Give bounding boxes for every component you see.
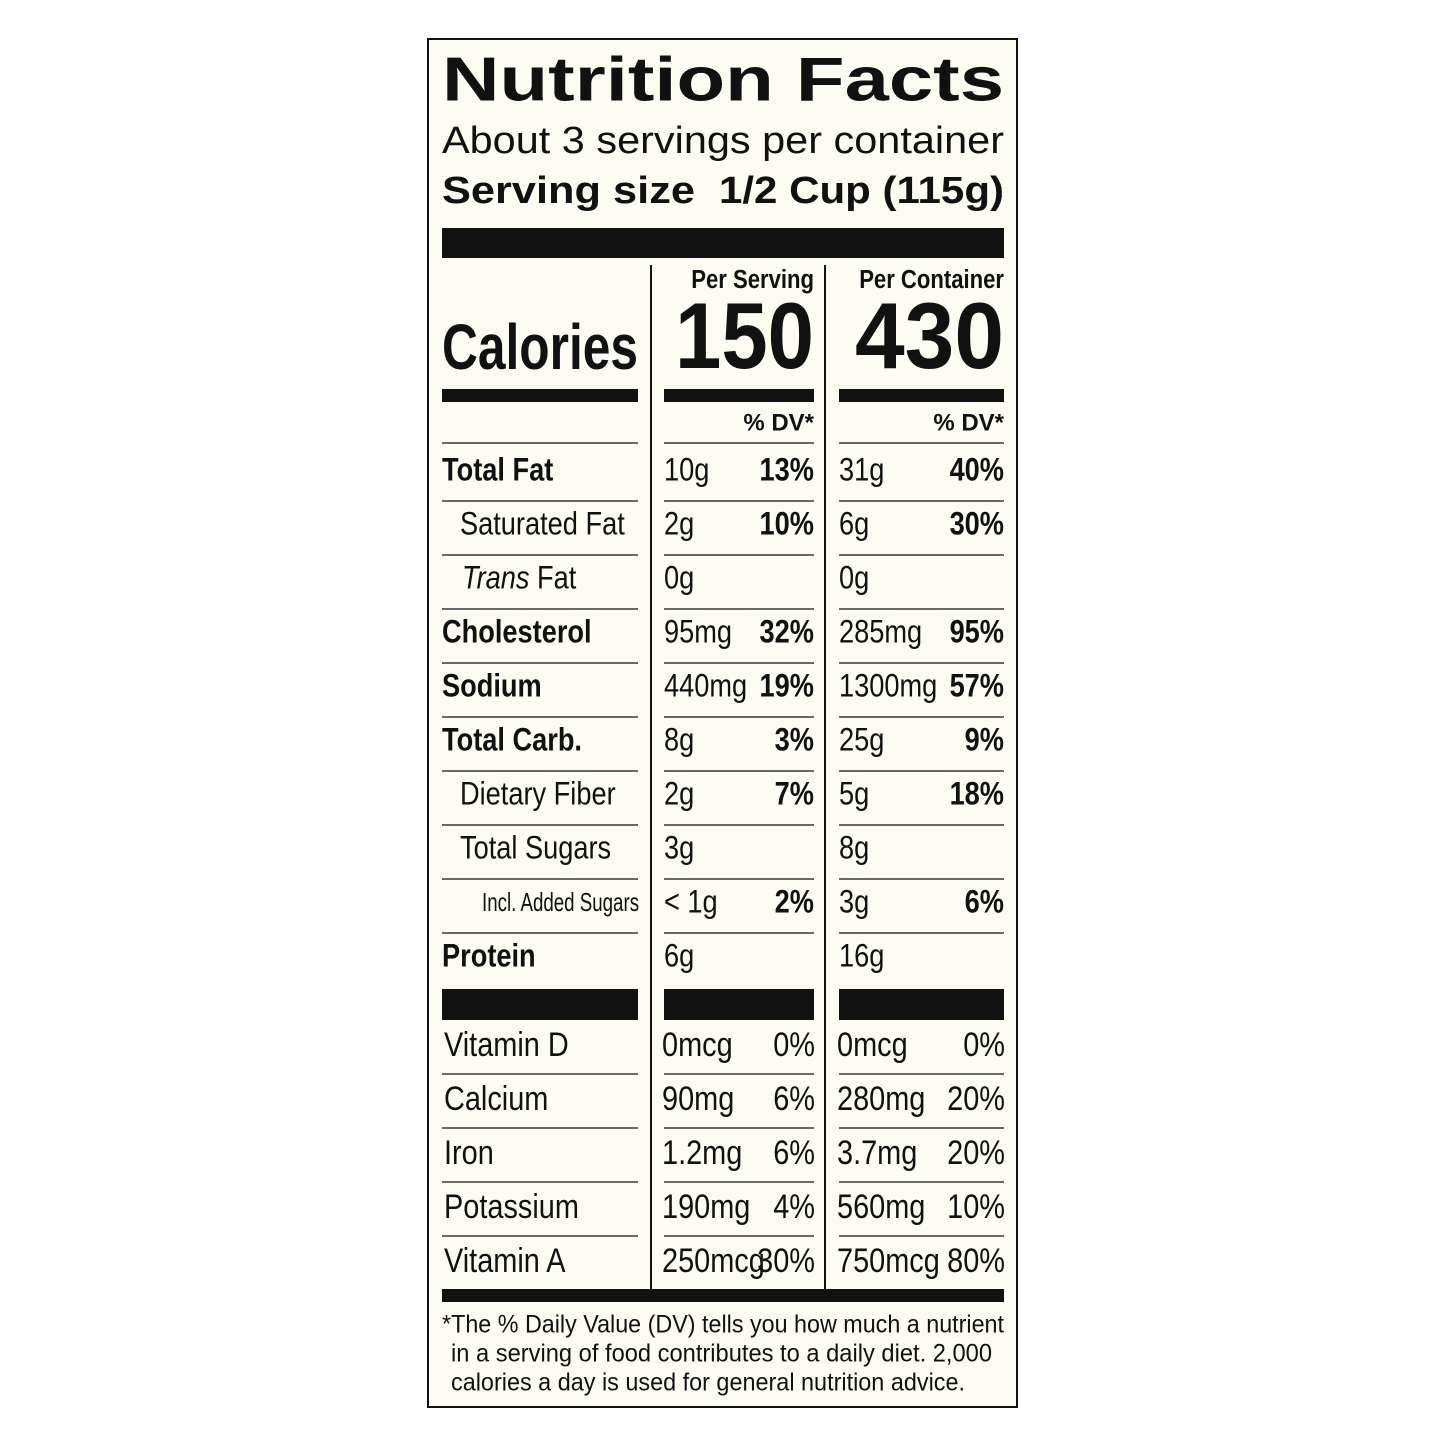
amount: 0mcg (837, 1025, 908, 1064)
bar (442, 989, 638, 1020)
nutrient-label: Total Fat (442, 452, 553, 488)
daily-value: 30% (757, 1241, 815, 1280)
bar (442, 389, 638, 402)
amount: 0mcg (662, 1025, 733, 1064)
servings: About 3 servings per container (442, 120, 1004, 162)
footnote: calories a day is used for general nutri… (451, 1369, 965, 1397)
daily-value: 7% (775, 776, 814, 812)
amount: 6g (839, 506, 869, 542)
nutrient-label: Protein (442, 938, 536, 974)
daily-value: 19% (760, 668, 814, 704)
daily-value: 10% (947, 1187, 1005, 1226)
amount: 560mg (837, 1187, 925, 1226)
daily-value: 18% (950, 776, 1004, 812)
daily-value: 20% (947, 1079, 1005, 1118)
vitamin-label: Potassium (444, 1187, 579, 1226)
bar (442, 1289, 1004, 1302)
nutrient-label: Saturated Fat (460, 506, 625, 542)
amount: 8g (839, 830, 869, 866)
bar (664, 389, 814, 402)
dv-header: % DV* (933, 409, 1004, 436)
daily-value: 30% (950, 506, 1004, 542)
amount: 3g (839, 884, 869, 920)
amount: 8g (664, 722, 694, 758)
nutrient-label: Total Sugars (460, 830, 611, 866)
daily-value: 57% (950, 668, 1004, 704)
amount: 5g (839, 776, 869, 812)
column-header: Per Serving (691, 265, 814, 294)
label-box (427, 38, 1018, 1408)
nutrient-label: Sodium (442, 668, 542, 704)
daily-value: 6% (965, 884, 1004, 920)
amount: 31g (839, 452, 884, 488)
bar (664, 989, 814, 1020)
daily-value: 4% (773, 1187, 815, 1226)
amount: 280mg (837, 1079, 925, 1118)
amount: 750mcg (837, 1241, 940, 1280)
dv-header: % DV* (743, 409, 814, 436)
bar (839, 389, 1004, 402)
daily-value: 0% (773, 1025, 815, 1064)
amount: 95mg (664, 614, 732, 650)
amount: 250mcg (662, 1241, 765, 1280)
daily-value: 95% (950, 614, 1004, 650)
vitamin-label: Iron (444, 1133, 494, 1172)
amount: 25g (839, 722, 884, 758)
vitamin-label: Vitamin D (444, 1025, 569, 1064)
calories-value: 430 (855, 283, 1004, 388)
amount: 3.7mg (837, 1133, 917, 1172)
amount: 0g (839, 560, 869, 596)
amount: 16g (839, 938, 884, 974)
amount: < 1g (664, 884, 718, 920)
footnote: *The % Daily Value (DV) tells you how mu… (442, 1311, 1004, 1339)
serving-size-value: 1/2 Cup (115g) (719, 170, 1004, 212)
amount: 0g (664, 560, 694, 596)
bar (839, 989, 1004, 1020)
daily-value: 32% (760, 614, 814, 650)
amount: 3g (664, 830, 694, 866)
daily-value: 3% (775, 722, 814, 758)
amount: 2g (664, 776, 694, 812)
amount: 1300mg (839, 668, 937, 704)
amount: 440mg (664, 668, 747, 704)
amount: 1.2mg (662, 1133, 742, 1172)
calories-value: 150 (675, 283, 814, 388)
daily-value: 6% (773, 1133, 815, 1172)
title: Nutrition Facts (442, 45, 1004, 114)
calories-label: Calories (442, 311, 638, 383)
daily-value: 2% (775, 884, 814, 920)
amount: 2g (664, 506, 694, 542)
nutrient-label: Incl. Added Sugars (482, 887, 639, 917)
nutrient-label: Total Carb. (442, 722, 582, 758)
daily-value: 80% (947, 1241, 1005, 1280)
daily-value: 40% (950, 452, 1004, 488)
daily-value: 20% (947, 1133, 1005, 1172)
amount: 190mg (662, 1187, 750, 1226)
serving-size-label: Serving size (442, 170, 695, 212)
thick-bar (442, 228, 1004, 258)
amount: 10g (664, 452, 709, 488)
daily-value: 0% (963, 1025, 1005, 1064)
daily-value: 10% (760, 506, 814, 542)
vitamin-label: Vitamin A (444, 1241, 566, 1280)
footnote: in a serving of food contributes to a da… (451, 1340, 992, 1368)
amount: 285mg (839, 614, 922, 650)
italic-part: Trans (462, 560, 530, 596)
daily-value: 6% (773, 1079, 815, 1118)
amount: 6g (664, 938, 694, 974)
amount: 90mg (662, 1079, 734, 1118)
column-header: Per Container (859, 265, 1004, 294)
daily-value: 9% (965, 722, 1004, 758)
vitamin-label: Calcium (444, 1079, 548, 1118)
daily-value: 13% (760, 452, 814, 488)
nutrient-label: Cholesterol (442, 614, 592, 650)
label-part: Fat (537, 560, 577, 596)
nutrient-label: Trans Fat (462, 560, 577, 596)
nutrient-label: Dietary Fiber (460, 776, 616, 812)
